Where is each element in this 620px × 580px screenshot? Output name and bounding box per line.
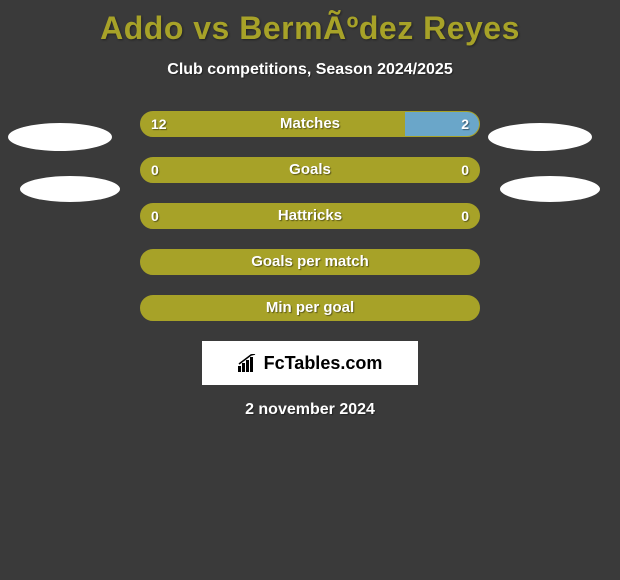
stat-row-min-per-goal: Min per goal: [140, 295, 480, 321]
row-label: Goals per match: [141, 250, 479, 274]
row-label: Min per goal: [141, 296, 479, 320]
logo-text: FcTables.com: [264, 353, 383, 374]
logo-box: FcTables.com: [202, 341, 418, 385]
side-ellipse-left-0: [8, 123, 112, 151]
title-text: Addo vs BermÃºdez Reyes: [100, 10, 520, 46]
stat-row-goals-per-match: Goals per match: [140, 249, 480, 275]
side-ellipse-right-0: [488, 123, 592, 151]
stat-row-hattricks: 00Hattricks: [140, 203, 480, 229]
row-label: Goals: [141, 158, 479, 182]
side-ellipse-left-1: [20, 176, 120, 202]
chart-icon: [238, 354, 260, 372]
subtitle: Club competitions, Season 2024/2025: [0, 61, 620, 79]
fctables-logo: FcTables.com: [238, 353, 383, 374]
side-ellipse-right-1: [500, 176, 600, 202]
row-label: Hattricks: [141, 204, 479, 228]
row-label: Matches: [141, 112, 479, 136]
stat-row-matches: 122Matches: [140, 111, 480, 137]
page-title: Addo vs BermÃºdez Reyes: [0, 0, 620, 47]
date-text: 2 november 2024: [0, 401, 620, 419]
stat-row-goals: 00Goals: [140, 157, 480, 183]
